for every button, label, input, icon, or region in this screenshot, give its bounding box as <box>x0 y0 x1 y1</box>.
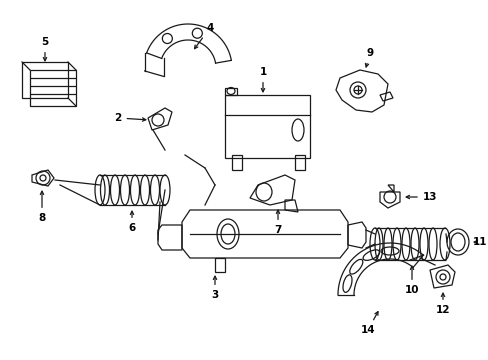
Text: 7: 7 <box>274 210 281 235</box>
Text: 8: 8 <box>38 191 45 223</box>
Text: 10: 10 <box>404 266 418 295</box>
Text: 3: 3 <box>211 276 218 300</box>
Text: 14: 14 <box>360 312 377 335</box>
Text: 5: 5 <box>41 37 48 61</box>
Text: 11: 11 <box>472 237 486 247</box>
Text: 2: 2 <box>114 113 145 123</box>
Text: 9: 9 <box>365 48 373 67</box>
Text: 6: 6 <box>128 211 135 233</box>
Text: 13: 13 <box>406 192 436 202</box>
Text: 12: 12 <box>435 293 449 315</box>
Text: 4: 4 <box>194 23 213 49</box>
Text: 1: 1 <box>259 67 266 92</box>
